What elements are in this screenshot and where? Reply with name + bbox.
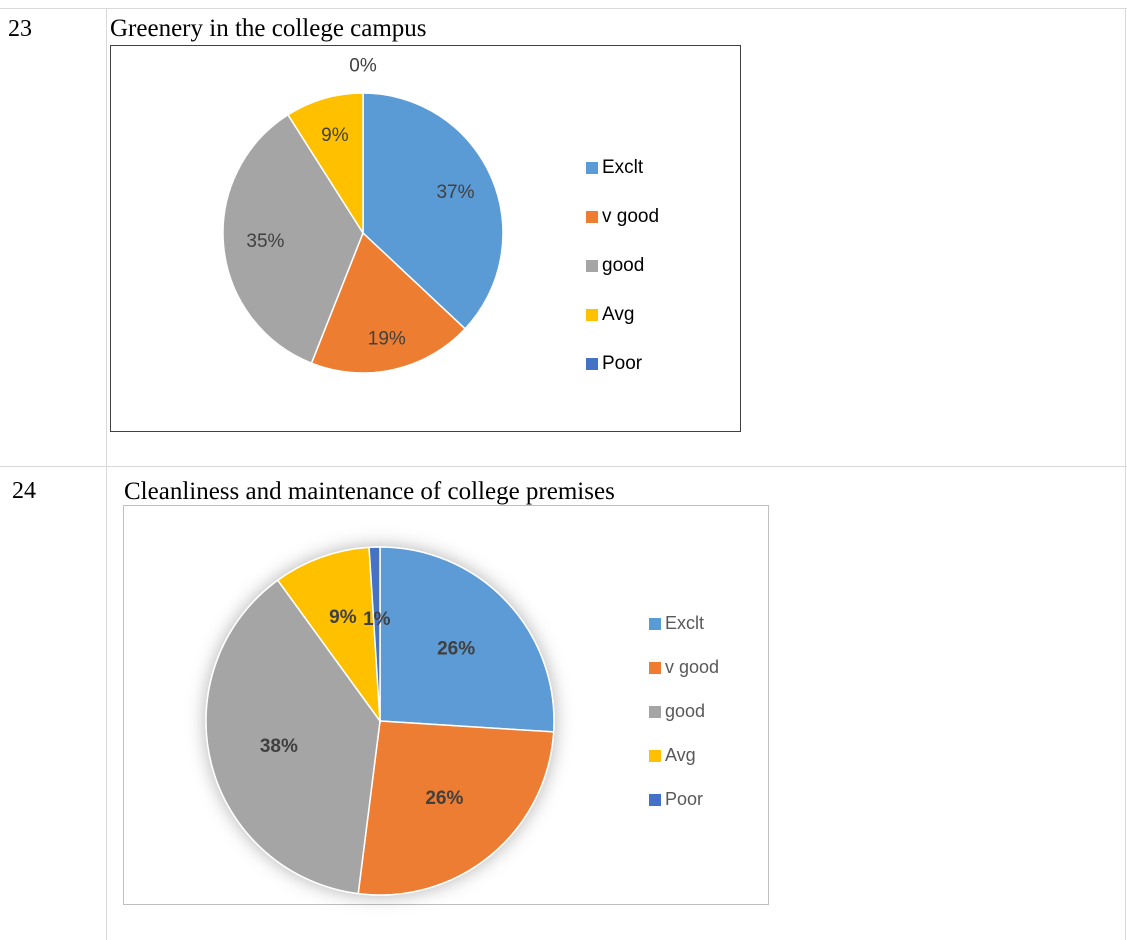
pie-slice-exclt [379,546,555,733]
pie-chart-svg: 37% 19% 35% 9% 0% Exclt v good good Avg Poor [222,55,659,374]
legend-label: Avg [602,304,634,325]
data-label: 19% [368,329,406,350]
data-label: 38% [260,736,298,757]
legend-label: v good [602,206,659,227]
legend-label: good [665,701,705,721]
pie-slices [222,92,504,374]
data-label: 0% [349,55,377,76]
data-label: 26% [425,788,463,809]
pie-slice-good [222,113,364,365]
legend-swatch [649,750,661,762]
pie-slice-avg [286,92,364,236]
row-number: 23 [8,16,32,42]
table-top-border [0,8,1127,9]
legend-label: Poor [665,789,703,809]
legend-swatch [586,162,598,174]
legend: Exclt v good good Avg Poor [649,613,719,809]
data-label: 9% [329,607,357,628]
data-label: 35% [246,231,284,252]
legend-label: good [602,255,644,276]
table-right-border [1125,8,1126,940]
legend-label: Exclt [665,613,704,633]
legend-swatch [649,794,661,806]
column-divider [106,8,107,940]
row-title: Greenery in the college campus [110,15,427,42]
row-number: 24 [12,478,36,504]
pie-slices [205,546,555,896]
data-label: 1% [363,609,391,630]
pie-chart-cleanliness: 26% 26% 38% 9% 1% Exclt v good good Avg Poor [123,505,769,905]
legend-label: v good [665,657,719,677]
data-label: 9% [321,125,349,146]
row-title: Cleanliness and maintenance of college p… [124,478,615,505]
legend-swatch [586,260,598,272]
legend-swatch [586,211,598,223]
data-label: 37% [436,182,474,203]
legend-label: Avg [665,745,696,765]
legend-swatch [586,358,598,370]
legend-swatch [649,662,661,674]
pie-chart-greenery: 37% 19% 35% 9% 0% Exclt v good good Avg Poor [110,45,741,432]
pie-chart-svg: 26% 26% 38% 9% 1% Exclt v good good Avg Poor [205,546,719,896]
pie-slice-good [205,579,381,895]
legend-label: Exclt [602,157,644,178]
legend: Exclt v good good Avg Poor [586,157,659,374]
legend-swatch [649,706,661,718]
legend-swatch [586,309,598,321]
data-label: 26% [437,639,475,660]
pie-slice-exclt [362,92,504,330]
pie-slice-avg [276,546,381,724]
row-divider [0,466,1127,467]
pie-slice-v-good [357,720,555,896]
pie-slice-poor [368,546,381,722]
legend-label: Poor [602,353,643,374]
legend-swatch [649,618,661,630]
